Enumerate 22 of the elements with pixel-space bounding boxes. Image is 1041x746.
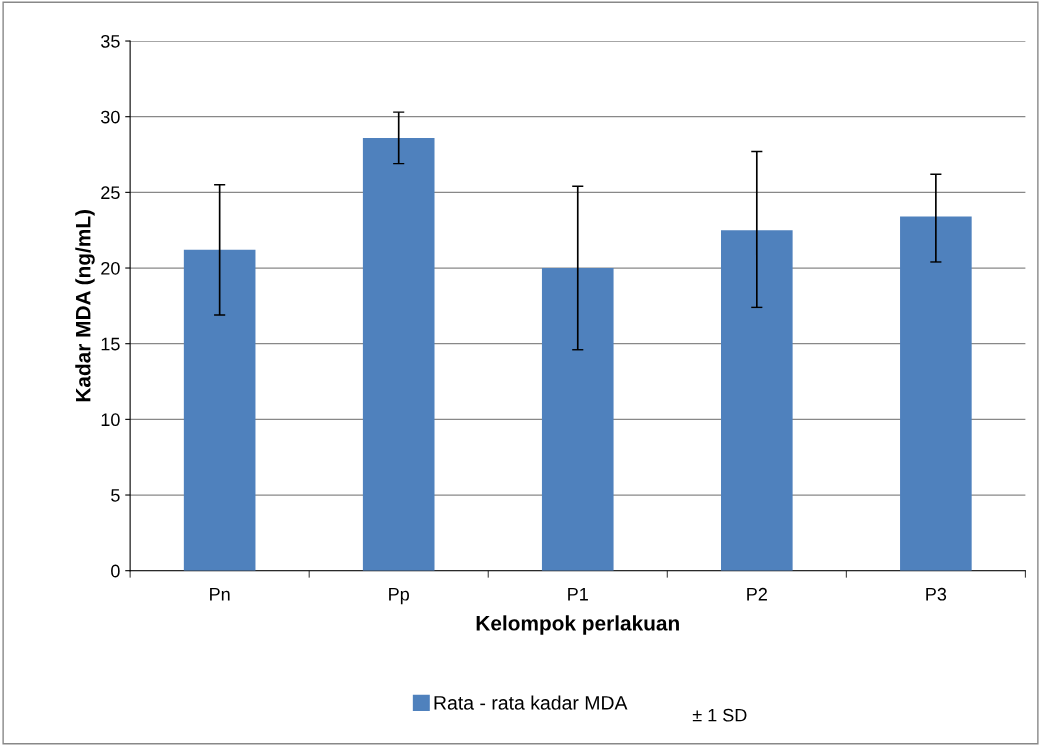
bar xyxy=(900,216,972,571)
y-tick-label: 30 xyxy=(101,110,120,124)
x-axis-title: Kelompok perlakuan xyxy=(476,615,679,635)
x-tick-label: P1 xyxy=(568,588,588,601)
y-tick-label: 25 xyxy=(101,186,120,200)
y-tick-label: 20 xyxy=(101,261,120,275)
x-tick-label: P2 xyxy=(747,587,767,601)
y-tick-label: 0 xyxy=(111,564,120,578)
y-tick-label: 5 xyxy=(111,489,120,502)
y-tick-label: 10 xyxy=(101,413,120,427)
bar xyxy=(721,230,793,571)
legend-label: Rata - rata kadar MDA xyxy=(434,695,628,710)
x-tick-label: Pn xyxy=(210,588,230,601)
x-tick-label: Pp xyxy=(389,588,409,605)
y-tick-label: 35 xyxy=(101,34,120,48)
x-tick-label: P3 xyxy=(926,587,947,601)
y-axis-title: Kadar MDA (ng/mL) xyxy=(75,210,95,402)
text: ± 1 SD xyxy=(692,708,747,722)
bar xyxy=(183,249,256,571)
bar xyxy=(362,137,435,571)
y-tick-label: 15 xyxy=(101,337,120,351)
bar xyxy=(541,268,614,571)
